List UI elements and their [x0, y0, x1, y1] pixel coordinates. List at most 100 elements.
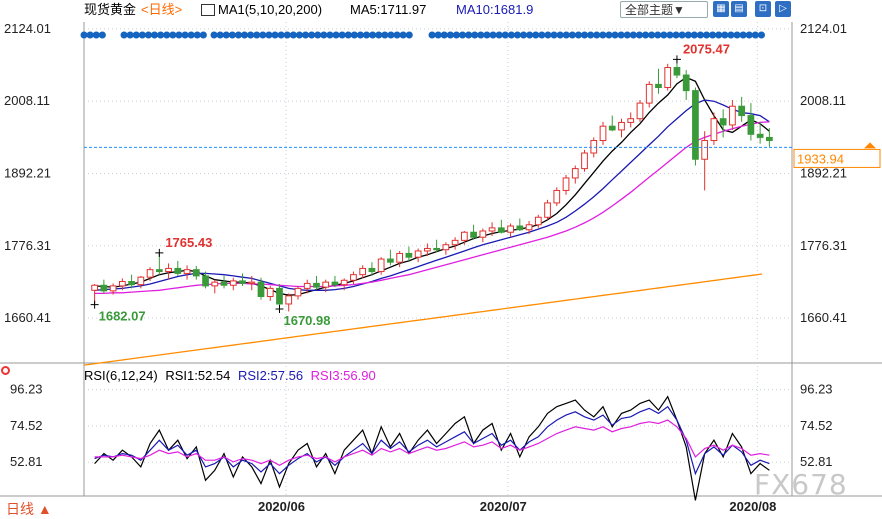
candle-down — [239, 280, 246, 284]
low-marker — [90, 300, 99, 309]
zoom-icon[interactable]: ⊡ — [755, 1, 771, 17]
candle-down — [405, 252, 413, 258]
chart-header: 现货黄金 <日线> MA1(5,10,20,200) MA5:1711.97 M… — [0, 0, 882, 20]
current-price-arrow — [864, 142, 876, 149]
rsi3-value: RSI3:56.90 — [310, 368, 376, 383]
candle-up — [562, 177, 570, 191]
candle-up — [285, 295, 293, 305]
rsi-y-tick-right: 52.81 — [800, 454, 833, 469]
candle-down — [655, 83, 662, 89]
candle-down — [202, 275, 209, 287]
ma10-value: MA10:1681.9 — [456, 2, 534, 17]
candle-up — [553, 189, 561, 204]
candle-down — [368, 267, 376, 273]
candle-up — [645, 83, 653, 104]
period-selector-button[interactable]: 日线 ▲ — [6, 501, 52, 517]
candle-down — [766, 136, 773, 142]
candle-up — [146, 269, 154, 278]
rsi-label[interactable]: RSI(6,12,24) — [84, 368, 158, 383]
candle-up — [165, 267, 172, 273]
candle-up — [507, 225, 514, 233]
theme-dropdown-button[interactable]: 全部主题▼ — [620, 1, 708, 18]
candle-up — [488, 227, 496, 232]
watermark-logo: FX678 — [754, 468, 848, 501]
candle-up — [710, 118, 718, 142]
candle-down — [673, 67, 681, 76]
candle-up — [451, 239, 459, 246]
low-marker — [275, 304, 284, 313]
candle-down — [331, 281, 339, 286]
y-tick-label-left: 2008.11 — [4, 93, 50, 108]
chart-series — [80, 31, 792, 501]
y-tick-label-left: 2124.01 — [4, 21, 51, 36]
high-marker — [155, 248, 164, 257]
candle-up — [571, 168, 579, 179]
grid-icon[interactable]: ▦ — [713, 1, 729, 17]
candle-up — [627, 118, 635, 123]
x-tick-label: 2020/08 — [729, 499, 776, 514]
rsi-header: RSI(6,12,24) RSI1:52.54 RSI2:57.56 RSI3:… — [84, 368, 380, 383]
rsi2-value: RSI2:57.56 — [238, 368, 304, 383]
candle-up — [442, 244, 450, 251]
low-annotation: 1682.07 — [99, 309, 146, 324]
candle-up — [266, 287, 274, 297]
chart-icon[interactable]: ▤ — [731, 1, 747, 17]
chart-axes: 2124.01 2124.01 2008.11 2008.11 1892.21 1892.… — [4, 21, 881, 514]
candle-down — [128, 281, 135, 286]
period-tag[interactable]: <日线> — [141, 2, 183, 17]
candle-up — [525, 224, 533, 231]
candle-up — [544, 202, 551, 218]
rsi-y-tick-left: 74.52 — [10, 418, 43, 433]
candle-down — [738, 105, 746, 117]
candle-up — [581, 152, 588, 170]
ma-line-ma200 — [83, 273, 763, 366]
candle-down — [497, 227, 505, 233]
candle-down — [608, 125, 616, 131]
candle-up — [359, 267, 367, 276]
rsi-line-rsi3 — [94, 419, 770, 466]
ma-line-ma5 — [94, 76, 770, 296]
candle-up — [599, 125, 607, 142]
x-tick-label: 2020/07 — [480, 499, 527, 514]
candle-down — [313, 282, 320, 288]
y-tick-label-right: 2124.01 — [800, 21, 847, 36]
candle-up — [590, 140, 598, 154]
candle-up — [664, 67, 672, 89]
candle-up — [109, 285, 117, 292]
candle-down — [155, 269, 163, 273]
rsi-y-tick-left: 96.23 — [10, 382, 43, 397]
symbol-title: 现货黄金 — [84, 2, 137, 17]
candle-up — [460, 231, 468, 241]
candle-up — [729, 105, 736, 126]
high-annotation: 2075.47 — [683, 41, 730, 56]
rsi-line-rsi1 — [94, 395, 770, 501]
candle-up — [211, 281, 219, 287]
candle-down — [747, 115, 755, 135]
candle-down — [719, 118, 727, 126]
y-tick-label-right: 1776.31 — [800, 238, 847, 253]
candle-up — [618, 121, 625, 131]
settings-icon[interactable] — [1, 366, 10, 375]
ma-indicator-icon[interactable] — [201, 4, 215, 16]
rsi-y-tick-right: 96.23 — [800, 382, 833, 397]
candle-down — [470, 231, 477, 238]
candle-up — [248, 281, 256, 284]
ma-label[interactable]: MA1(5,10,20,200) — [218, 2, 323, 17]
candle-up — [137, 276, 145, 286]
candle-down — [692, 90, 699, 160]
y-tick-label-left: 1660.41 — [4, 310, 51, 325]
forward-icon[interactable]: ▷ — [775, 1, 791, 17]
candle-up — [414, 250, 422, 258]
candle-up — [701, 140, 709, 160]
candle-up — [322, 281, 330, 288]
rsi-y-tick-left: 52.81 — [10, 454, 43, 469]
candle-up — [229, 280, 237, 286]
candle-up — [479, 230, 487, 238]
current-price-label: 1933.94 — [797, 151, 844, 166]
candle-up — [636, 102, 644, 120]
y-tick-label-left: 1776.31 — [4, 238, 51, 253]
high-annotation: 1765.43 — [165, 235, 212, 250]
y-tick-label-right: 1892.21 — [800, 165, 847, 180]
candle-up — [396, 252, 404, 263]
